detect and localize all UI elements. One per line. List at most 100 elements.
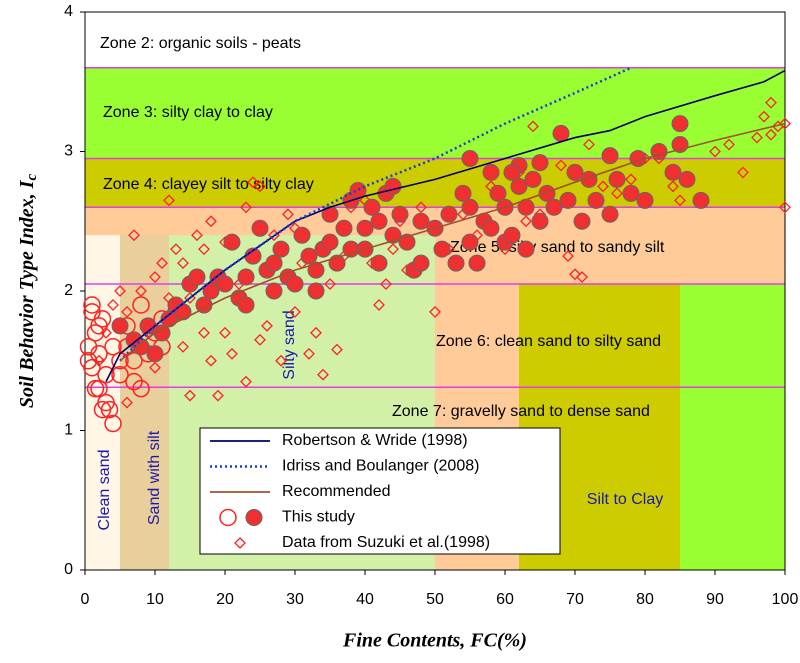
region-label: Sand with silt [146,430,163,525]
zone-label: Zone 2: organic soils - peats [100,35,301,52]
data-point [286,275,304,293]
data-point [223,233,241,251]
data-point [569,268,581,281]
data-point [184,389,196,402]
data-point [100,400,119,419]
data-point [321,233,339,251]
data-point [254,180,266,193]
x-tick-label: 0 [81,591,90,608]
y-tick-label: 3 [64,143,73,160]
data-point [559,191,577,209]
data-point [216,275,234,293]
data-point [779,117,791,130]
data-point [692,191,710,209]
data-point [198,243,210,256]
data-point [765,96,777,109]
data-point [289,306,301,318]
data-point [538,184,556,202]
data-point [293,226,311,244]
data-point [212,389,224,402]
legend-label: Idriss and Boulanger (2008) [282,458,479,475]
data-point [489,184,507,202]
data-point [373,299,385,311]
data-point [429,306,441,318]
zone-region [85,12,785,68]
data-point [198,326,210,339]
data-point [163,194,175,207]
data-point [149,271,161,283]
data-point [275,354,287,367]
x-axis-label: Fine Contents, FC(%) [342,630,527,652]
data-point [601,205,619,223]
data-point [415,201,427,214]
data-point [121,396,133,409]
x-tick-label: 30 [286,591,304,608]
data-point [758,110,770,123]
data-point [335,219,353,237]
data-point [678,170,696,188]
x-tick-label: 90 [706,591,724,608]
data-point [282,208,294,221]
data-point [205,354,217,367]
data-point [370,212,388,230]
data-point [587,191,605,209]
data-point [667,180,679,193]
data-point [191,229,203,242]
data-point [219,326,231,339]
curve [119,122,786,362]
data-point [611,187,623,200]
zone-label: Zone 6: clean sand to silty sand [436,333,661,350]
data-point [177,340,189,353]
data-point [412,254,430,272]
data-point [583,138,595,151]
data-point [510,177,528,195]
data-point [380,278,392,290]
data-point [765,128,777,141]
y-tick-label: 4 [64,3,73,20]
data-point [527,120,539,133]
data-point [177,257,189,270]
data-point [625,173,637,186]
data-point [461,233,479,251]
data-point [310,326,322,339]
x-tick-label: 80 [636,591,654,608]
data-point [433,240,451,258]
data-point [125,352,143,370]
data-point [174,303,192,321]
region-label: Clean sand [96,450,113,531]
data-point [597,180,609,193]
data-point [671,115,689,133]
data-point [552,124,570,142]
data-point [240,201,252,214]
data-point [482,219,500,237]
legend-swatch [234,537,246,549]
x-tick-label: 40 [356,591,374,608]
data-point [440,205,458,223]
data-point [111,352,129,370]
data-point [573,212,591,230]
zone-region [85,67,785,159]
data-point [237,296,255,314]
data-point [83,296,101,314]
data-point [566,163,584,181]
data-point [156,257,168,270]
data-point [128,229,140,242]
data-point [531,212,549,230]
data-point [447,254,465,272]
data-point [188,268,206,286]
data-point [324,278,336,290]
data-point [251,219,269,237]
data-point [503,163,521,181]
data-point [370,254,388,272]
data-point [93,310,112,328]
data-point [135,285,147,297]
x-tick-label: 60 [496,591,514,608]
data-point [636,191,654,209]
zone-region [120,235,169,570]
zone-label: Zone 5: silty sand to sandy silt [450,239,665,256]
data-point [779,201,791,214]
region-label: Silty sand [281,310,298,379]
data-point [331,343,343,356]
data-point [247,176,259,189]
data-point [555,159,567,172]
